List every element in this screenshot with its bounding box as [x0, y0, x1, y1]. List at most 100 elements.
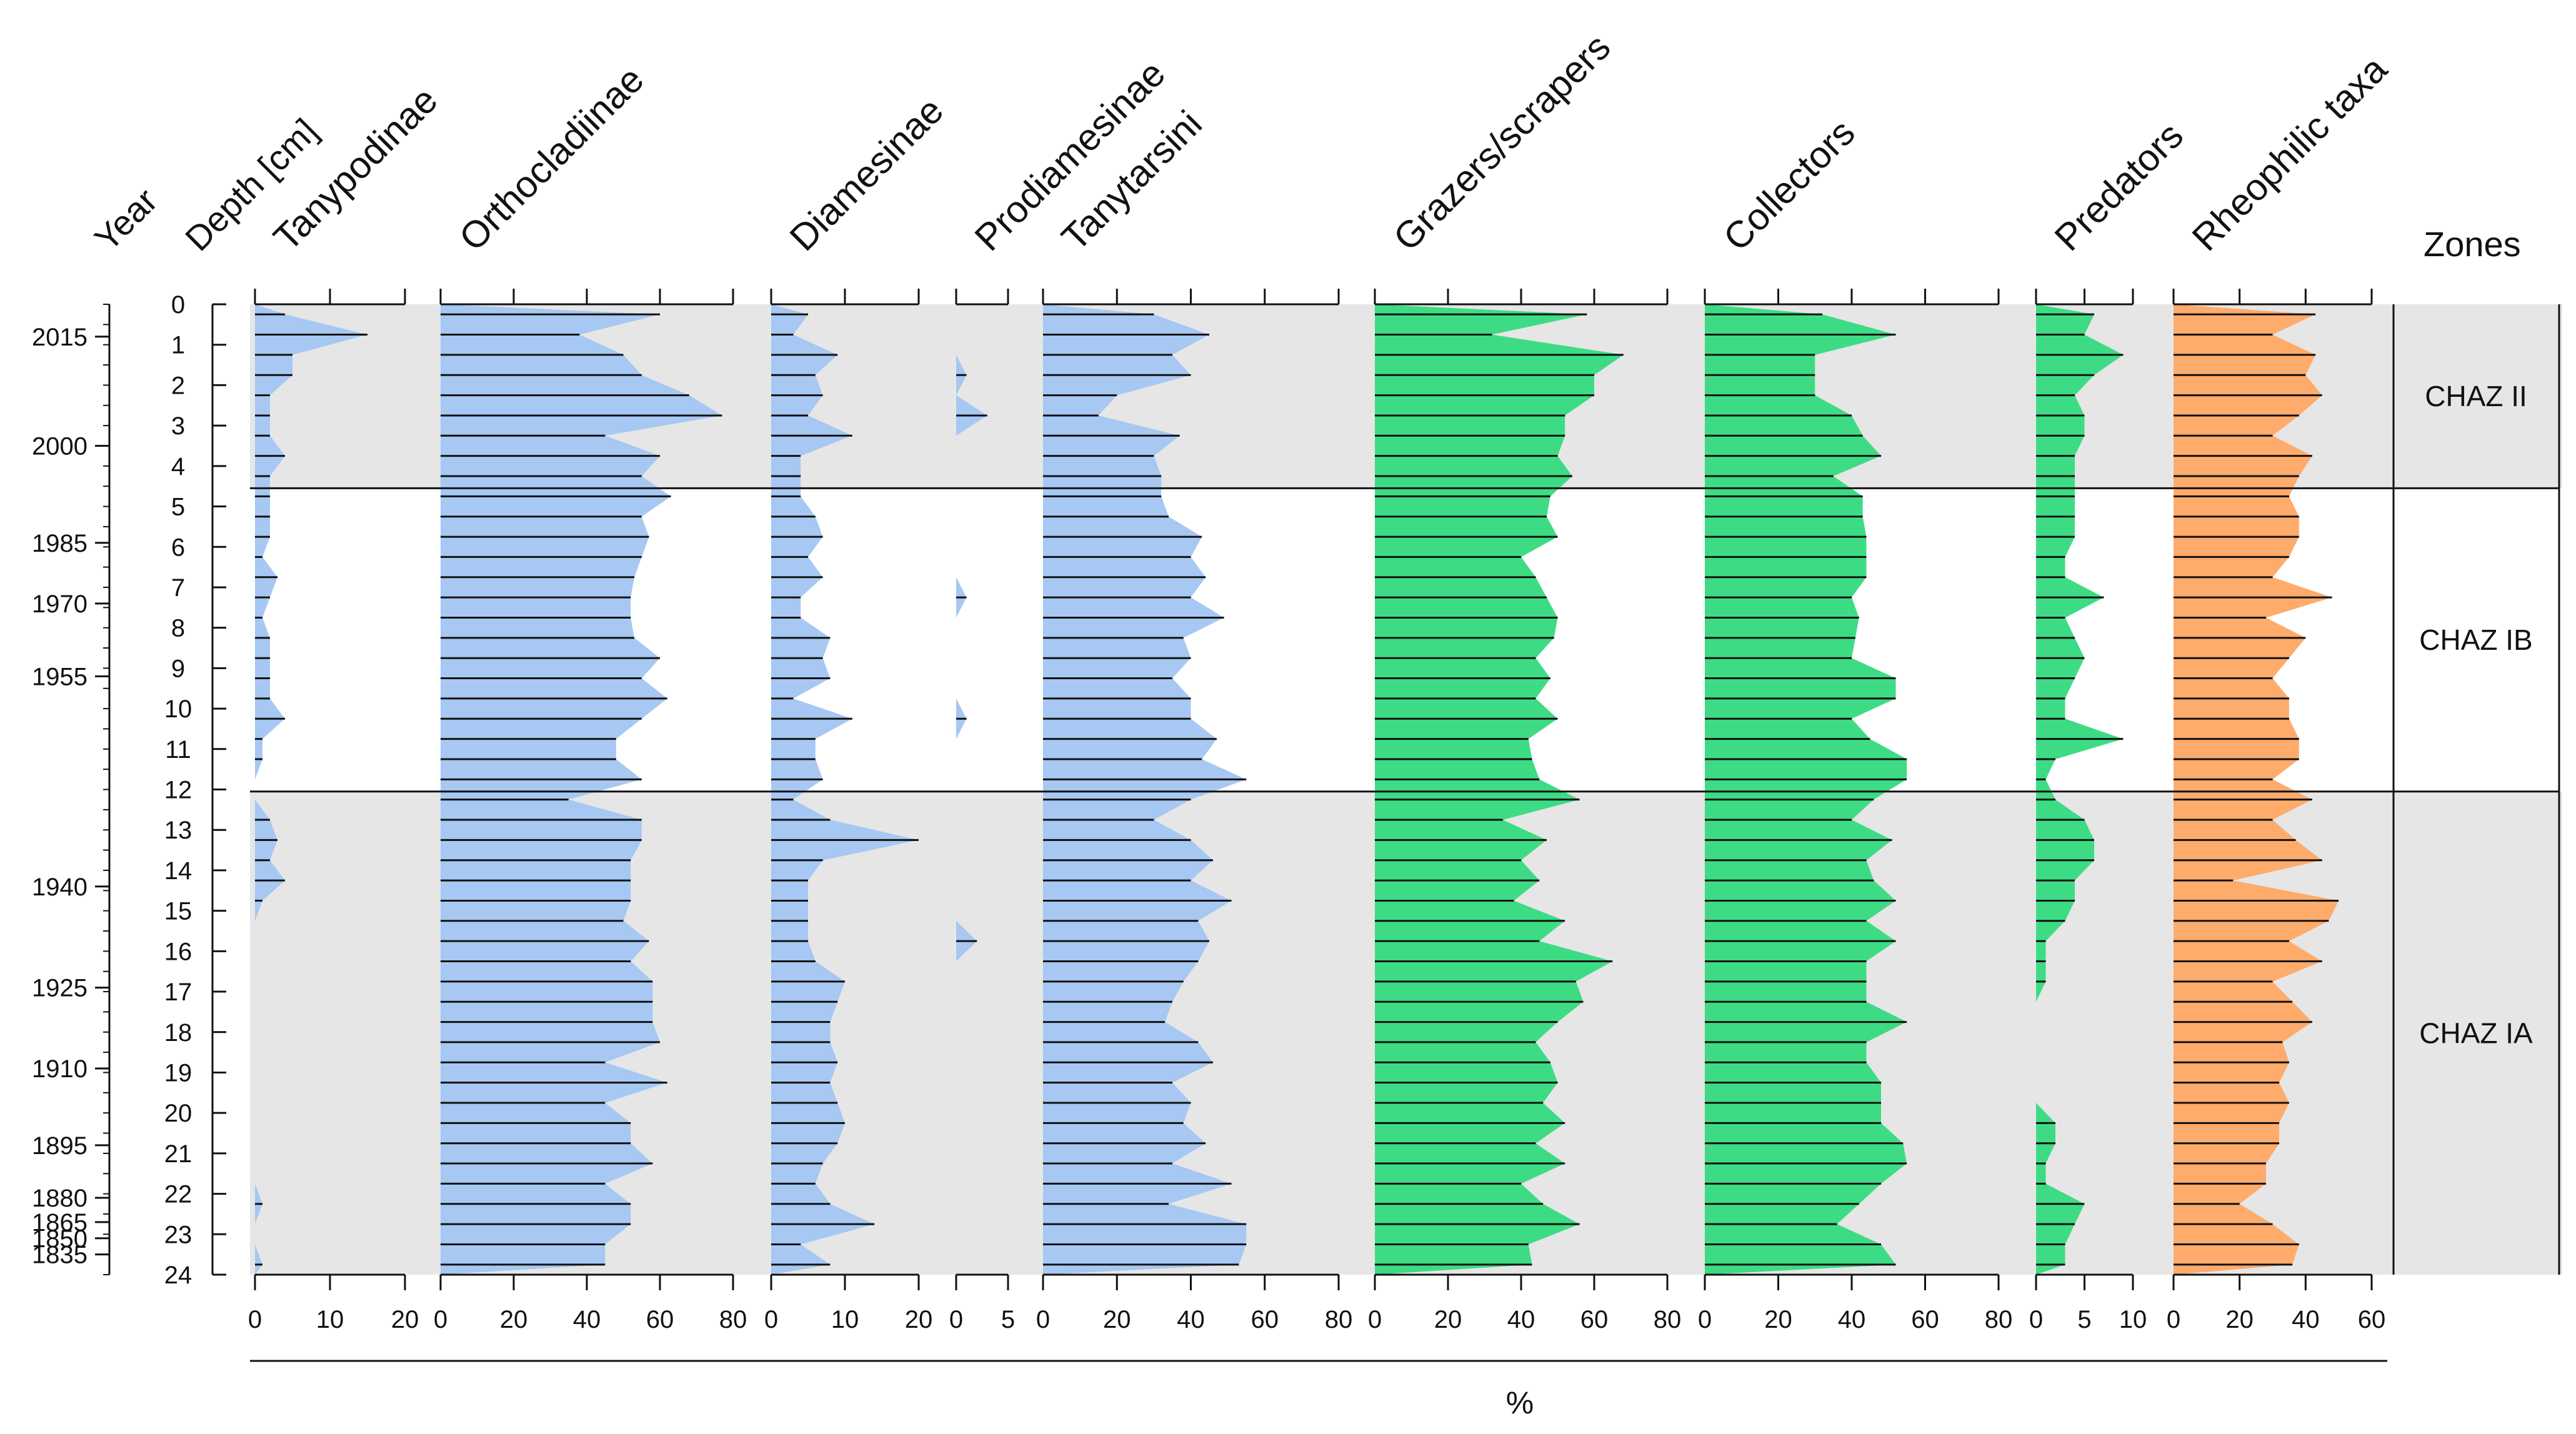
area-orthocladiinae: [441, 304, 722, 1275]
year-tick-label: 1895: [32, 1132, 87, 1160]
area-rheophilic-taxa: [2174, 304, 2339, 1275]
bottom-axis-tick-label: 5: [1001, 1306, 1015, 1333]
bottom-axis-tick-label: 10: [831, 1306, 859, 1333]
bottom-axis-tick-label: 20: [391, 1306, 419, 1333]
area-predators: [2036, 304, 2124, 1275]
bottom-axis-tick-label: 0: [1368, 1306, 1382, 1333]
bottom-axis-tick-label: 80: [1985, 1306, 2013, 1333]
bottom-axis-tick-label: 0: [1036, 1306, 1050, 1333]
depth-tick-label: 9: [171, 655, 185, 682]
header-rheophilic-taxa: Rheophilic taxa: [2184, 47, 2395, 259]
year-tick-label: 2015: [32, 324, 87, 351]
year-tick-label: 2000: [32, 432, 87, 460]
year-tick-label: 1970: [32, 590, 87, 618]
bottom-axis-tick-label: 10: [2119, 1306, 2147, 1333]
depth-tick-label: 0: [171, 291, 185, 319]
bottom-axis-tick-label: 40: [1177, 1306, 1205, 1333]
bottom-axis-tick-label: 5: [2077, 1306, 2091, 1333]
area-tanytarsini: [1043, 304, 1247, 1275]
year-tick-label: 1925: [32, 975, 87, 1002]
bottom-axis-tick-label: 0: [434, 1306, 447, 1333]
year-tick-label: 1940: [32, 874, 87, 901]
bottom-axis-tick-label: 40: [573, 1306, 601, 1333]
depth-tick-label: 16: [164, 938, 192, 965]
year-tick-label: 1835: [32, 1242, 87, 1269]
depth-tick-label: 11: [165, 736, 191, 764]
area-prodiamesinae: [956, 304, 987, 1275]
bottom-axis-tick-label: 0: [1698, 1306, 1712, 1333]
depth-tick-label: 13: [164, 817, 192, 844]
depth-tick-label: 20: [164, 1100, 192, 1127]
bottom-axis-tick-label: 0: [2167, 1306, 2180, 1333]
area-grazers-scrapers: [1375, 304, 1624, 1275]
panel-orthocladiinae: 0 20 40 60 80 Orthocladiinae: [434, 58, 747, 1333]
bottom-axis-tick-label: 40: [1507, 1306, 1535, 1333]
year-axis-label: Year: [87, 181, 165, 259]
bottom-axis-tick-label: 40: [1838, 1306, 1866, 1333]
header-predators: Predators: [2047, 114, 2191, 259]
percent-axis-label: %: [1506, 1385, 1534, 1420]
year-tick-label: 1850: [32, 1225, 87, 1253]
depth-tick-label: 18: [164, 1019, 192, 1047]
bottom-axis-tick-label: 80: [1325, 1306, 1353, 1333]
bottom-axis-tick-label: 20: [1434, 1306, 1462, 1333]
depth-tick-label: 14: [164, 857, 192, 885]
year-tick-label: 1910: [32, 1055, 87, 1083]
zone-label-chaz-ia: CHAZ IA: [2419, 1017, 2533, 1049]
bottom-axis-tick-label: 20: [1103, 1306, 1131, 1333]
depth-tick-label: 2: [171, 372, 185, 399]
bottom-axis-tick-label: 0: [2029, 1306, 2043, 1333]
bottom-axis-tick-label: 0: [764, 1306, 778, 1333]
bottom-axis-tick-label: 0: [248, 1306, 262, 1333]
bottom-axis-tick-label: 60: [1911, 1306, 1939, 1333]
depth-tick-label: 3: [171, 412, 185, 440]
bottom-axis-tick-label: 60: [1251, 1306, 1279, 1333]
header-orthocladiinae: Orthocladiinae: [451, 58, 652, 259]
header-diamesinae: Diamesinae: [782, 89, 951, 259]
bottom-axis-tick-label: 60: [646, 1306, 674, 1333]
bottom-axis-tick-label: 20: [1764, 1306, 1792, 1333]
depth-tick-label: 6: [171, 534, 185, 561]
bottom-axis-tick-label: 0: [949, 1306, 963, 1333]
bottom-axis-tick-label: 80: [719, 1306, 747, 1333]
year-tick-label: 1880: [32, 1185, 87, 1212]
year-axis: 2015 2000 1985 1970 1955 1940 1925 1910 1895 1880…: [32, 304, 111, 1275]
depth-tick-label: 21: [164, 1140, 192, 1168]
depth-tick-label: 15: [164, 898, 192, 925]
depth-tick-label: 7: [171, 574, 185, 602]
year-tick-label: 1865: [32, 1209, 87, 1237]
bottom-axis-tick-label: 20: [2225, 1306, 2254, 1333]
area-diamesinae: [771, 304, 919, 1275]
depth-tick-label: 1: [171, 332, 185, 359]
zones-header: Zones: [2424, 224, 2521, 264]
area-tanypodinae: [255, 304, 367, 1275]
depth-tick-label: 5: [171, 494, 185, 521]
depth-tick-label: 22: [164, 1181, 192, 1208]
header-grazers-scrapers: Grazers/scrapers: [1385, 26, 1619, 259]
depth-tick-label: 8: [171, 615, 185, 642]
bottom-axis-tick-label: 20: [905, 1306, 933, 1333]
bottom-axis-tick-label: 20: [500, 1306, 528, 1333]
depth-tick-label: 4: [171, 453, 185, 480]
bottom-axis-tick-label: 80: [1654, 1306, 1682, 1333]
year-tick-label: 1985: [32, 530, 87, 557]
depth-tick-label: 24: [164, 1262, 192, 1289]
bottom-axis-tick-label: 60: [1580, 1306, 1609, 1333]
zone-column: CHAZ II CHAZ IB CHAZ IA: [250, 304, 2560, 1275]
area-collectors: [1705, 304, 1907, 1275]
bottom-axis-tick-label: 40: [2292, 1306, 2320, 1333]
year-tick-label: 1955: [32, 663, 87, 690]
bottom-axis-tick-label: 10: [316, 1306, 344, 1333]
depth-tick-label: 10: [164, 695, 192, 723]
depth-tick-label: 12: [164, 777, 192, 804]
depth-tick-label: 23: [164, 1221, 192, 1248]
bottom-axis-tick-label: 60: [2358, 1306, 2386, 1333]
zone-label-chaz-ib: CHAZ IB: [2419, 624, 2532, 656]
depth-tick-label: 19: [164, 1059, 192, 1087]
percent-axis: %: [250, 1360, 2387, 1420]
header-collectors: Collectors: [1715, 111, 1863, 259]
depth-tick-label: 17: [164, 978, 192, 1006]
zone-label-chaz-ii: CHAZ II: [2425, 380, 2527, 412]
